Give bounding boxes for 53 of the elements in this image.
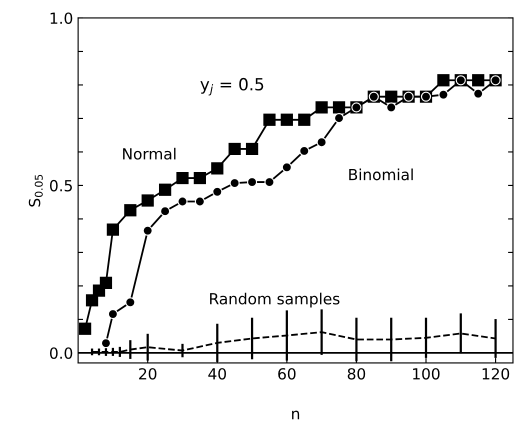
point (332, 101, 346, 114)
x-tick-label: 60 (278, 368, 296, 380)
point (142, 226, 153, 236)
y-tick-label: 0.5 (50, 180, 72, 192)
series-label: Normal (123, 148, 176, 160)
point (316, 137, 327, 148)
point (142, 194, 154, 207)
text: Binomial (349, 168, 413, 180)
point (472, 74, 484, 86)
point (160, 206, 170, 216)
point (212, 186, 222, 197)
point (177, 196, 188, 207)
point (438, 90, 448, 100)
point (246, 177, 258, 188)
point (228, 142, 241, 156)
x-tick-label: 100 (413, 368, 440, 380)
x-tick-label: 40 (208, 368, 226, 380)
point (108, 308, 118, 320)
point (334, 113, 344, 124)
point (280, 114, 293, 126)
y-tick-label: 1.0 (50, 12, 72, 24)
point (158, 184, 172, 196)
point (125, 297, 136, 308)
x-tick-label: 120 (482, 368, 510, 380)
point (106, 224, 120, 236)
point (282, 162, 292, 172)
point (194, 196, 205, 207)
y-tick-label: 0.0 (50, 347, 72, 359)
point (386, 102, 396, 112)
point (211, 162, 224, 174)
x-axis-title: n (292, 410, 300, 420)
point (263, 114, 276, 126)
point (298, 114, 310, 126)
point (264, 177, 275, 188)
annotation: y$_{j}$ = 0.5 (200, 78, 264, 96)
series-label: Random samples (210, 292, 340, 308)
point (124, 204, 136, 216)
x-tick-label: 20 (139, 368, 156, 380)
point (100, 276, 112, 290)
point (246, 142, 258, 156)
point (100, 338, 112, 348)
point (176, 172, 189, 184)
point (230, 178, 240, 188)
point (385, 90, 398, 103)
point (316, 101, 328, 114)
point (437, 74, 450, 86)
y-axis-title: S$_{0.05}$ (28, 174, 43, 207)
x-tick-label: 80 (348, 368, 366, 380)
point (78, 322, 92, 335)
point (473, 88, 484, 99)
point (86, 294, 98, 306)
point (299, 146, 310, 156)
point (194, 172, 206, 184)
